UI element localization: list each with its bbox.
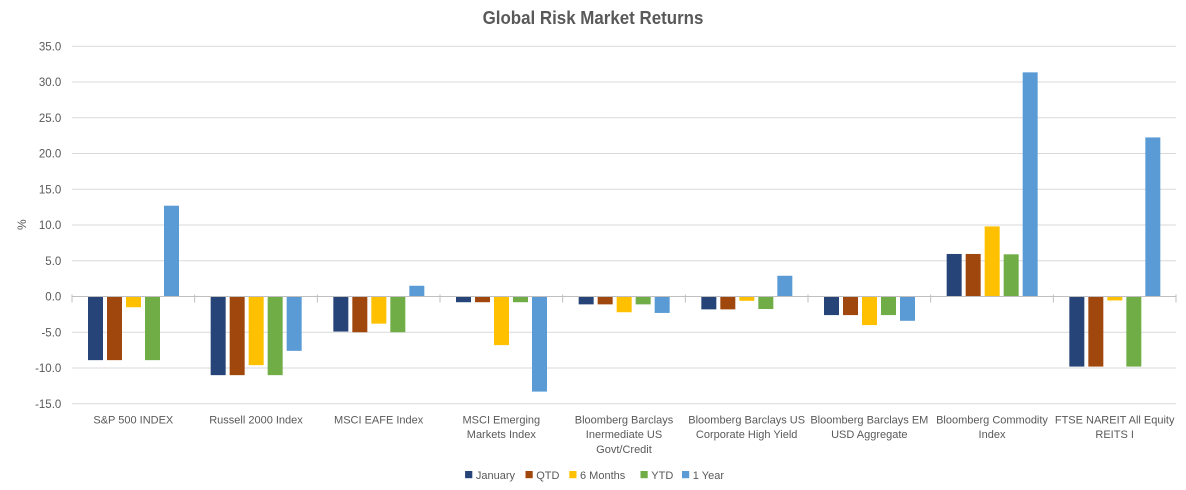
svg-text:30.0: 30.0 <box>39 77 61 89</box>
svg-text:10.0: 10.0 <box>39 220 61 232</box>
svg-text:1 Year: 1 Year <box>693 470 725 482</box>
svg-text:15.0: 15.0 <box>39 184 61 196</box>
svg-text:-10.0: -10.0 <box>35 363 61 375</box>
svg-text:Global Risk Market Returns: Global Risk Market Returns <box>483 8 704 28</box>
svg-text:S&P 500 INDEX: S&P 500 INDEX <box>93 414 174 426</box>
svg-text:QTD: QTD <box>536 470 559 482</box>
svg-text:MSCI EAFE Index: MSCI EAFE Index <box>334 414 424 426</box>
svg-text:Russell 2000 Index: Russell 2000 Index <box>209 414 303 426</box>
svg-text:-5.0: -5.0 <box>41 327 61 339</box>
svg-text:20.0: 20.0 <box>39 149 61 161</box>
svg-text:0.0: 0.0 <box>45 292 61 304</box>
svg-text:25.0: 25.0 <box>39 113 61 125</box>
svg-text:January: January <box>476 470 516 482</box>
svg-text:6 Months: 6 Months <box>580 470 626 482</box>
svg-text:35.0: 35.0 <box>39 41 61 53</box>
svg-text:YTD: YTD <box>651 470 673 482</box>
svg-text:%: % <box>15 219 29 230</box>
svg-text:-15.0: -15.0 <box>35 399 61 411</box>
svg-text:5.0: 5.0 <box>45 256 61 268</box>
